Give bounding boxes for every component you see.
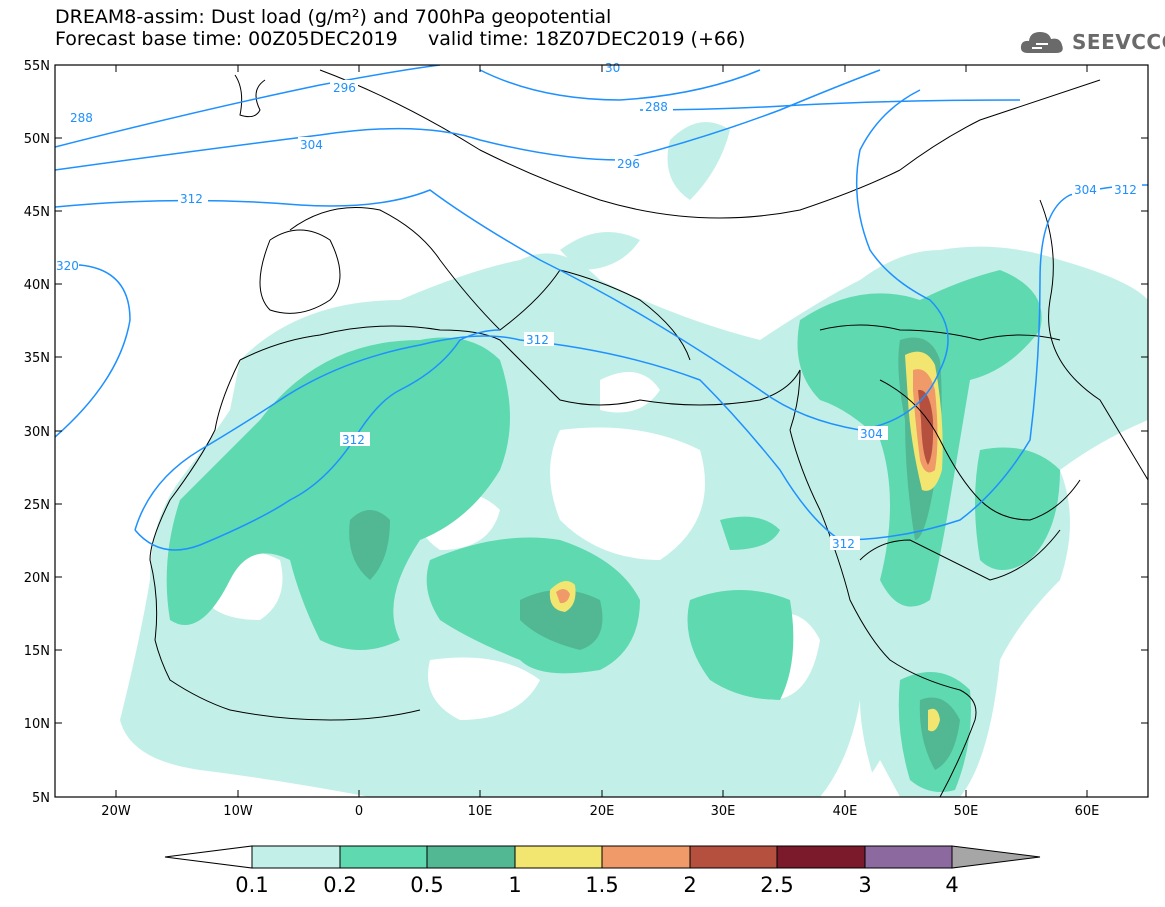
lon-label: 20W <box>101 804 131 819</box>
colorbar: 0.1 0.2 0.5 1 1.5 2 2.5 3 4 <box>164 845 1041 897</box>
lon-label: 50E <box>954 804 979 819</box>
contour-label: 320 <box>56 259 79 273</box>
lat-label: 40N <box>24 278 50 293</box>
colorbar-swatch <box>776 845 866 869</box>
logo-text: SEEVCCC <box>1072 30 1165 54</box>
lon-label: 0 <box>355 804 363 819</box>
lat-label: 35N <box>24 351 50 366</box>
colorbar-swatch <box>514 845 603 869</box>
lon-label: 10W <box>223 804 253 819</box>
contour-label: 296 <box>333 81 356 95</box>
colorbar-swatch <box>426 845 516 869</box>
lon-label: 10E <box>468 804 493 819</box>
lat-label: 55N <box>24 59 50 74</box>
lat-label: 45N <box>24 205 50 220</box>
lon-label: 40E <box>833 804 858 819</box>
colorbar-tick: 2 <box>683 873 696 897</box>
colorbar-tick: 0.2 <box>323 873 356 897</box>
coastlines <box>149 69 1148 797</box>
lat-label: 20N <box>24 571 50 586</box>
colorbar-swatch <box>339 845 428 869</box>
colorbar-swatch <box>601 845 691 869</box>
colorbar-tick: 2.5 <box>760 873 793 897</box>
geopotential-contours <box>55 65 1148 551</box>
contour-label: 312 <box>526 333 549 347</box>
colorbar-tick: 3 <box>858 873 871 897</box>
dust-field <box>120 122 1148 797</box>
colorbar-swatch <box>689 845 778 869</box>
colorbar-tick: 0.1 <box>235 873 268 897</box>
map-title: DREAM8-assim: Dust load (g/m²) and 700hP… <box>55 6 612 28</box>
lat-label: 25N <box>24 498 50 513</box>
cloud-icon <box>1020 32 1063 53</box>
lon-axis: 20W 10W 0 10E 20E 30E 40E 50E 60E <box>101 65 1099 819</box>
contour-label: 304 <box>300 138 323 152</box>
dust-layer-peak <box>556 369 938 604</box>
lat-label: 50N <box>24 132 50 147</box>
colorbar-over-triangle <box>951 845 1041 869</box>
contour-label: 296 <box>617 157 640 171</box>
contour-label: 288 <box>70 111 93 125</box>
lat-label: 10N <box>24 717 50 732</box>
colorbar-swatch <box>864 845 953 869</box>
lon-label: 60E <box>1075 804 1100 819</box>
seevccc-logo: SEEVCCC <box>1018 22 1165 62</box>
colorbar-swatch <box>251 845 341 869</box>
colorbar-tick: 0.5 <box>410 873 443 897</box>
colorbar-under-triangle <box>164 845 253 869</box>
contour-label: 312 <box>1114 183 1137 197</box>
colorbar-tick: 1.5 <box>585 873 618 897</box>
contour-label: 30 <box>605 61 620 75</box>
lat-label: 15N <box>24 644 50 659</box>
colorbar-tick: 4 <box>945 873 958 897</box>
contour-label: 304 <box>860 427 883 441</box>
lat-label: 5N <box>32 791 50 806</box>
contour-label: 304 <box>1074 183 1097 197</box>
lat-axis: 55N 50N 45N 40N 35N 30N 25N 20N 15N 10N … <box>24 59 1148 806</box>
contour-label: 288 <box>645 100 668 114</box>
colorbar-tick: 1 <box>508 873 521 897</box>
lat-label: 30N <box>24 425 50 440</box>
map-subtitle: Forecast base time: 00Z05DEC2019 valid t… <box>55 28 746 50</box>
lon-label: 30E <box>711 804 736 819</box>
lon-label: 20E <box>590 804 615 819</box>
contour-label: 312 <box>342 433 365 447</box>
contour-label: 312 <box>180 192 203 206</box>
contour-label: 312 <box>832 537 855 551</box>
